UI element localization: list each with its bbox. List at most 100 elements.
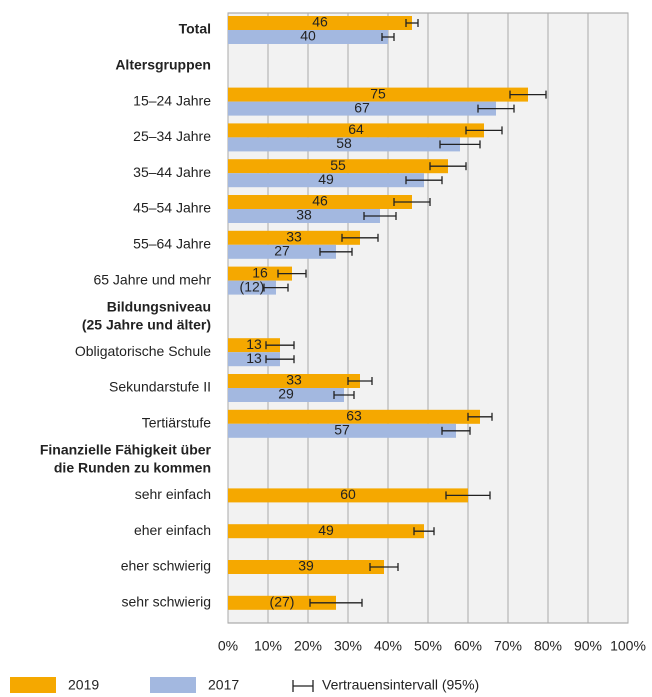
category-label: Bildungsniveau (25 Jahre und älter) bbox=[82, 298, 211, 332]
error-bar bbox=[363, 212, 397, 220]
category-label: Sekundarstufe II bbox=[109, 379, 211, 395]
value-label: 27 bbox=[274, 243, 290, 259]
bar bbox=[228, 123, 484, 138]
error-bar bbox=[263, 283, 289, 292]
category-label: sehr einfach bbox=[135, 486, 211, 502]
error-bar bbox=[477, 104, 515, 113]
error-bar bbox=[347, 377, 373, 385]
bar bbox=[228, 16, 412, 30]
category-label: Total bbox=[179, 21, 211, 37]
category-label: sehr schwierig bbox=[122, 594, 211, 610]
bar bbox=[228, 374, 360, 388]
category-label: Altersgruppen bbox=[115, 57, 211, 73]
bar bbox=[228, 137, 460, 152]
value-label: 46 bbox=[312, 14, 328, 30]
value-label: 67 bbox=[354, 99, 370, 115]
value-label: (12) bbox=[240, 278, 265, 294]
category-label: 25–34 Jahre bbox=[133, 128, 211, 144]
error-bar bbox=[265, 355, 295, 364]
error-bar bbox=[429, 162, 467, 171]
x-tick-label: 0% bbox=[218, 638, 238, 654]
error-bar bbox=[439, 140, 481, 149]
value-label: (27) bbox=[270, 594, 295, 610]
x-tick-label: 40% bbox=[374, 638, 402, 654]
error-bar bbox=[265, 341, 295, 350]
bar bbox=[228, 195, 412, 209]
value-label: 33 bbox=[286, 372, 302, 388]
bar bbox=[228, 560, 384, 574]
value-label: 38 bbox=[296, 207, 312, 223]
value-label: 40 bbox=[300, 28, 316, 44]
bar bbox=[228, 266, 292, 281]
error-bar bbox=[465, 126, 503, 135]
x-tick-label: 20% bbox=[294, 638, 322, 654]
value-label: 58 bbox=[336, 135, 352, 151]
x-tick-label: 80% bbox=[534, 638, 562, 654]
bar bbox=[228, 338, 280, 353]
error-bar bbox=[405, 19, 419, 27]
bar bbox=[228, 230, 360, 245]
error-bar bbox=[381, 33, 395, 41]
value-label: 13 bbox=[246, 350, 262, 366]
value-label: 33 bbox=[286, 229, 302, 245]
value-label: 60 bbox=[340, 486, 356, 502]
x-tick-label: 60% bbox=[454, 638, 482, 654]
legend-swatch bbox=[10, 677, 56, 693]
value-label: 46 bbox=[312, 193, 328, 209]
x-tick-label: 50% bbox=[414, 638, 442, 654]
category-label: 45–54 Jahre bbox=[133, 200, 211, 216]
value-label: 63 bbox=[346, 408, 362, 424]
value-label: 75 bbox=[370, 85, 386, 101]
category-label: 15–24 Jahre bbox=[133, 92, 211, 108]
bar bbox=[228, 388, 344, 402]
error-bar bbox=[309, 598, 363, 607]
bar bbox=[228, 209, 380, 223]
value-label: 64 bbox=[348, 121, 364, 137]
value-label: 55 bbox=[330, 157, 346, 173]
error-bar bbox=[509, 90, 547, 99]
bar bbox=[228, 409, 480, 424]
error-bar bbox=[441, 426, 471, 435]
value-label: 16 bbox=[252, 264, 268, 280]
legend-swatch bbox=[150, 677, 196, 693]
error-bar bbox=[393, 198, 431, 206]
x-tick-label: 30% bbox=[334, 638, 362, 654]
bar bbox=[228, 423, 456, 438]
x-tick-label: 10% bbox=[254, 638, 282, 654]
bar bbox=[228, 159, 448, 174]
error-bar bbox=[333, 391, 355, 399]
legend-label: Vertrauensintervall (95%) bbox=[322, 677, 479, 693]
bar bbox=[228, 173, 424, 188]
value-label: 57 bbox=[334, 422, 350, 438]
category-label: 55–64 Jahre bbox=[133, 236, 211, 252]
bar bbox=[228, 244, 336, 259]
value-label: 49 bbox=[318, 522, 334, 538]
bar bbox=[228, 87, 528, 102]
value-label: 39 bbox=[298, 558, 314, 574]
bar bbox=[228, 488, 468, 503]
x-tick-label: 90% bbox=[574, 638, 602, 654]
category-label: eher schwierig bbox=[121, 558, 211, 574]
error-bar bbox=[467, 412, 493, 421]
error-bar bbox=[445, 491, 491, 500]
value-label: 13 bbox=[246, 336, 262, 352]
value-label: 29 bbox=[278, 386, 294, 402]
error-bar bbox=[341, 233, 379, 242]
value-label: 49 bbox=[318, 171, 334, 187]
bar bbox=[228, 101, 496, 116]
legend-label: 2019 bbox=[68, 677, 99, 693]
error-bar bbox=[277, 269, 307, 278]
x-tick-label: 100% bbox=[610, 638, 646, 654]
bar bbox=[228, 352, 280, 367]
error-bar bbox=[369, 563, 399, 571]
error-bar bbox=[413, 527, 435, 536]
category-label: Tertiärstufe bbox=[142, 415, 211, 431]
category-label: 65 Jahre und mehr bbox=[93, 271, 211, 287]
category-label: eher einfach bbox=[134, 522, 211, 538]
error-bar bbox=[405, 176, 443, 185]
bar bbox=[228, 595, 336, 610]
category-label: Obligatorische Schule bbox=[75, 343, 211, 359]
legend-label: 2017 bbox=[208, 677, 239, 693]
category-label: Finanzielle Fähigkeit über die Runden zu … bbox=[40, 441, 212, 475]
